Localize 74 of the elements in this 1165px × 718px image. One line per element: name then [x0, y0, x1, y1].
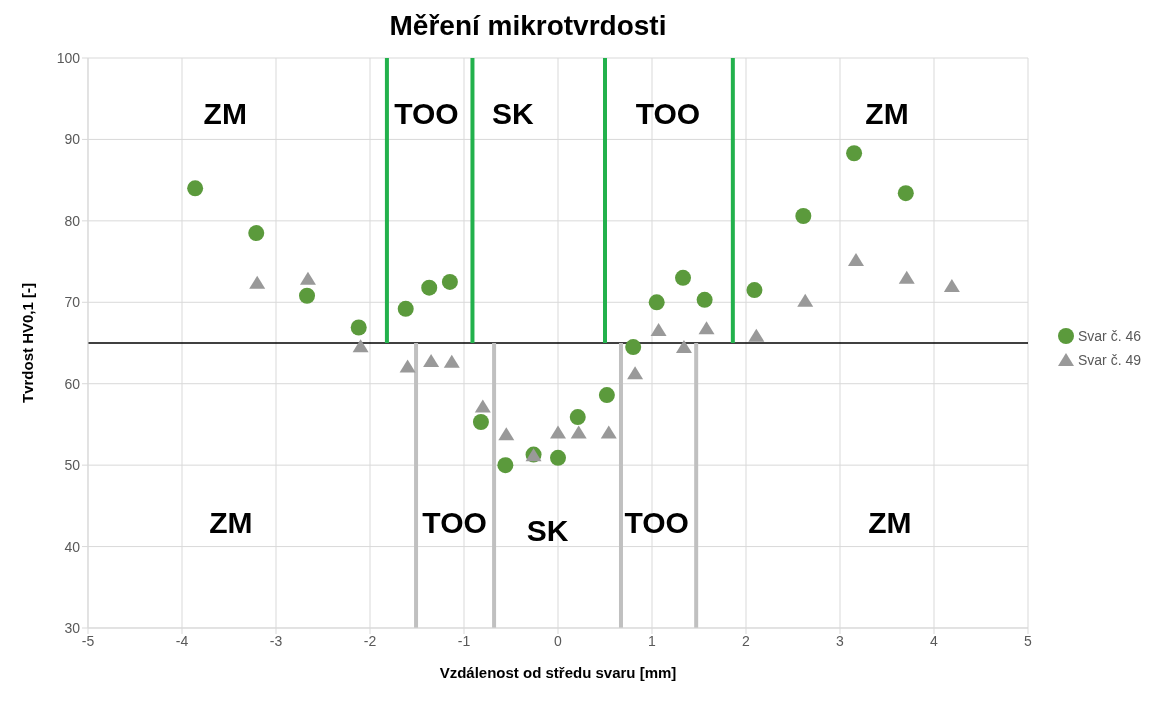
annotation: TOO	[394, 97, 459, 132]
point	[550, 425, 566, 439]
annotation: TOO	[624, 505, 689, 540]
point	[675, 269, 692, 286]
point	[598, 387, 615, 404]
y-tick-label: 60	[64, 375, 81, 392]
point	[550, 449, 566, 466]
annotation: TOO	[422, 505, 487, 540]
point	[625, 339, 642, 356]
point	[441, 273, 458, 290]
legend-label: Svar č. 49	[1078, 352, 1142, 368]
point	[696, 291, 713, 308]
annotation: SK	[526, 514, 569, 549]
point	[675, 340, 692, 354]
point	[569, 409, 586, 426]
point	[897, 185, 914, 202]
point	[648, 294, 665, 311]
point	[472, 413, 489, 430]
point	[399, 359, 416, 373]
point	[350, 319, 367, 336]
x-axis-title: Vzdálenost od středu svaru [mm]	[439, 664, 677, 681]
point	[299, 271, 316, 285]
point	[748, 328, 765, 342]
point	[846, 145, 863, 162]
point	[847, 252, 864, 266]
point	[423, 353, 440, 367]
point	[795, 207, 812, 224]
x-tick-label: -1	[457, 632, 471, 649]
y-tick-label: 100	[56, 49, 81, 66]
x-tick-label: 5	[1024, 632, 1033, 649]
point	[443, 354, 460, 368]
point	[421, 279, 438, 296]
point	[249, 275, 266, 289]
x-tick-label: 3	[836, 632, 845, 649]
point	[397, 300, 414, 317]
point	[187, 180, 204, 197]
y-tick-label: 40	[64, 538, 81, 555]
point	[299, 287, 316, 304]
point	[627, 366, 644, 380]
x-tick-label: 4	[930, 632, 939, 649]
annotation: ZM	[865, 97, 909, 132]
point	[943, 279, 960, 292]
annotation: SK	[492, 97, 534, 132]
y-tick-label: 30	[64, 619, 81, 636]
point	[898, 270, 915, 284]
point	[352, 339, 369, 353]
y-tick-label: 50	[64, 457, 81, 474]
point	[248, 225, 265, 242]
point	[497, 457, 514, 474]
annotation: TOO	[635, 97, 701, 132]
x-tick-label: -4	[175, 632, 189, 649]
y-tick-label: 90	[64, 131, 81, 148]
point	[600, 425, 617, 439]
annotation: ZM	[203, 97, 247, 132]
point	[474, 399, 491, 413]
chart-title: Měření mikrotvrdosti	[388, 10, 668, 42]
y-axis-title: Tvrdost HV0,1 [-]	[19, 282, 37, 404]
point	[570, 425, 587, 439]
x-tick-label: -2	[363, 632, 377, 649]
y-tick-label: 80	[64, 212, 81, 229]
point	[650, 322, 667, 336]
point	[698, 321, 715, 335]
legend-label: Svar č. 46	[1078, 328, 1142, 344]
point	[746, 282, 763, 299]
x-tick-label: -5	[81, 632, 95, 649]
y-tick-label: 70	[64, 294, 81, 311]
annotation: ZM	[868, 505, 912, 540]
point	[498, 427, 515, 441]
x-tick-label: 1	[648, 632, 657, 649]
x-tick-label: 2	[742, 632, 751, 649]
x-tick-label: 0	[554, 632, 563, 649]
annotation: ZM	[209, 505, 253, 540]
x-tick-label: -3	[269, 632, 283, 649]
point	[797, 293, 814, 307]
